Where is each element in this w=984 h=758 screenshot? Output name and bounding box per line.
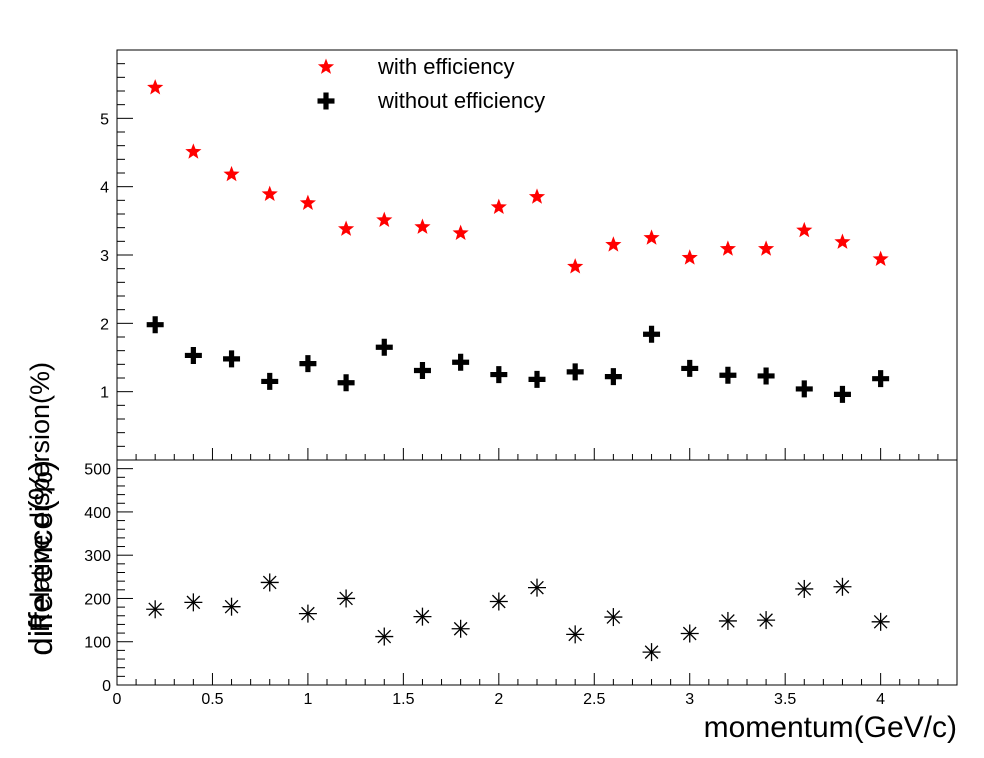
difference-point	[146, 600, 165, 619]
without-efficiency-point	[643, 325, 661, 343]
difference-point	[642, 643, 661, 662]
difference-point	[604, 608, 623, 627]
top-series-group	[146, 79, 890, 403]
legend-star-marker	[317, 58, 335, 74]
bottom-y-tick-label: 400	[84, 505, 111, 522]
x-tick-label: 3	[685, 691, 694, 708]
difference-point	[718, 611, 737, 630]
top-y-tick-label: 5	[100, 111, 109, 128]
x-tick-label: 3.5	[774, 691, 796, 708]
with-efficiency-point	[490, 198, 507, 215]
bottom-y-axis: 0 100 200 300 400 500	[84, 462, 133, 695]
with-efficiency-point	[643, 229, 660, 245]
with-efficiency-point	[758, 240, 775, 256]
without-efficiency-point	[681, 359, 699, 377]
x-tick-label: 2	[494, 691, 503, 708]
top-y-tick-label: 1	[100, 385, 109, 402]
x-tick-label: 1.5	[392, 691, 414, 708]
without-efficiency-point	[566, 363, 584, 381]
without-efficiency-point	[833, 385, 851, 403]
with-efficiency-point	[338, 220, 355, 236]
without-efficiency-point	[872, 370, 890, 388]
without-efficiency-point	[719, 366, 737, 384]
without-efficiency-point	[413, 361, 431, 379]
with-efficiency-point	[452, 224, 469, 241]
x-tick-label: 0	[113, 691, 122, 708]
bottom-y-tick-label: 100	[84, 635, 111, 652]
with-efficiency-point	[261, 185, 278, 202]
difference-point	[451, 619, 470, 638]
with-efficiency-point	[796, 221, 813, 238]
difference-point	[566, 625, 585, 644]
with-efficiency-point	[223, 165, 240, 182]
x-tick-label: 1	[303, 691, 312, 708]
with-efficiency-point	[376, 211, 393, 228]
difference-point	[260, 573, 279, 592]
without-efficiency-point	[223, 350, 241, 368]
with-efficiency-point	[834, 233, 851, 249]
difference-point	[757, 611, 776, 630]
with-efficiency-point	[299, 194, 316, 210]
top-panel: 1 2 3 4 5 Relative dispersion(%) with effici…	[25, 49, 958, 632]
bottom-y-axis-title: difference(%)	[22, 460, 59, 656]
top-y-axis-title: Relative dispersion(%)	[25, 362, 55, 632]
without-efficiency-point	[490, 366, 508, 384]
without-efficiency-point	[795, 380, 813, 398]
legend-marker-with-efficiency	[317, 58, 335, 74]
difference-point	[298, 604, 317, 623]
top-y-tick-label: 3	[100, 248, 109, 265]
without-efficiency-point	[261, 372, 279, 390]
x-tick-label: 0.5	[201, 691, 223, 708]
with-efficiency-point	[872, 250, 889, 266]
difference-point	[184, 593, 203, 612]
without-efficiency-point	[757, 367, 775, 385]
with-efficiency-point	[567, 258, 584, 274]
x-axis-title: momentum(GeV/c)	[704, 711, 957, 744]
without-efficiency-point	[299, 355, 317, 373]
without-efficiency-point	[452, 353, 470, 371]
bottom-y-tick-label: 300	[84, 548, 111, 565]
bottom-panel: 0 100 200 300 400 500 0 0.5 1 1.5 2 2.5 3 3.5 4 diffe…	[22, 459, 958, 744]
difference-point	[528, 578, 546, 597]
difference-point	[222, 597, 241, 616]
difference-point	[337, 589, 356, 608]
top-y-axis: 1 2 3 4 5	[100, 49, 133, 461]
difference-point	[871, 612, 890, 631]
without-efficiency-point	[146, 316, 164, 334]
bottom-series-group	[146, 573, 890, 662]
without-efficiency-point	[337, 374, 355, 392]
without-efficiency-point	[375, 338, 393, 356]
top-y-tick-label: 4	[100, 180, 109, 197]
with-efficiency-point	[147, 79, 164, 95]
with-efficiency-point	[185, 143, 202, 159]
with-efficiency-point	[414, 218, 431, 234]
difference-point	[795, 579, 814, 598]
legend-marker-without-efficiency	[317, 92, 335, 110]
without-efficiency-point	[184, 346, 202, 364]
bottom-y-tick-label: 200	[84, 591, 111, 608]
with-efficiency-point	[681, 249, 698, 265]
legend-label-without-efficiency: without efficiency	[377, 88, 545, 113]
legend: with efficiency without efficiency	[317, 54, 545, 113]
without-efficiency-point	[604, 368, 622, 386]
difference-point	[680, 624, 699, 643]
legend-cross-marker	[317, 92, 335, 110]
x-tick-label: 4	[876, 691, 885, 708]
bottom-plot-frame	[116, 459, 958, 686]
x-axis: 0 0.5 1 1.5 2 2.5 3 3.5 4	[113, 673, 958, 708]
difference-point	[833, 577, 852, 596]
difference-point	[375, 627, 394, 646]
legend-label-with-efficiency: with efficiency	[377, 54, 515, 79]
without-efficiency-point	[528, 370, 546, 388]
with-efficiency-point	[719, 240, 736, 256]
bottom-y-tick-label: 500	[84, 462, 111, 479]
difference-point	[413, 607, 432, 626]
bottom-y-tick-label: 0	[102, 678, 111, 695]
difference-point	[489, 592, 508, 611]
top-y-tick-label: 2	[100, 316, 109, 333]
x-tick-label: 2.5	[583, 691, 605, 708]
with-efficiency-point	[528, 188, 546, 204]
with-efficiency-point	[605, 236, 622, 252]
